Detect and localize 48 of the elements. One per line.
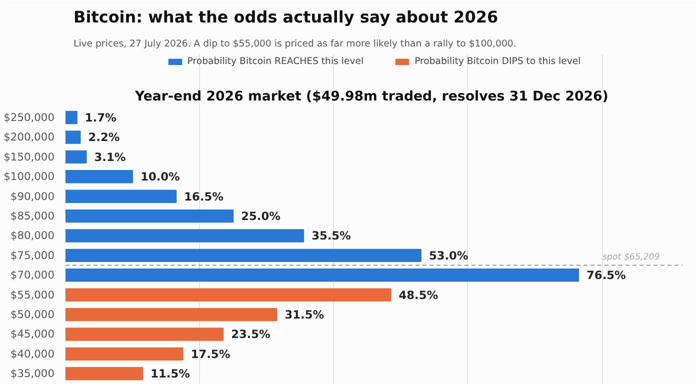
legend-label: Probability Bitcoin REACHES this level xyxy=(187,56,364,67)
bar xyxy=(66,367,144,380)
bar xyxy=(66,288,392,302)
data-label: 48.5% xyxy=(398,288,438,302)
data-label: 25.0% xyxy=(241,209,280,224)
bar xyxy=(66,268,580,282)
bar xyxy=(66,328,224,341)
bar xyxy=(66,150,87,164)
bar xyxy=(66,130,81,144)
bar xyxy=(66,190,177,203)
y-tick-label: $80,000 xyxy=(10,229,55,242)
bar xyxy=(66,209,234,223)
y-tick-label: $35,000 xyxy=(10,367,55,380)
data-label: 76.5% xyxy=(586,268,626,282)
legend-label: Probability Bitcoin DIPS to this level xyxy=(414,56,581,67)
y-tick-label: $70,000 xyxy=(10,268,55,282)
y-tick-label: $50,000 xyxy=(10,308,55,322)
y-tick-label: $45,000 xyxy=(10,328,55,341)
chart-subtitle: Live prices, 27 July 2026. A dip to $55,000 is priced as far more likely than a rally to $100,000. xyxy=(74,38,516,50)
data-label: 3.1% xyxy=(94,150,126,164)
data-label: 10.0% xyxy=(140,170,180,184)
data-label: 23.5% xyxy=(231,327,270,342)
data-label: 11.5% xyxy=(150,366,190,381)
bar xyxy=(66,170,134,184)
data-label: 2.2% xyxy=(88,130,120,144)
data-label: 17.5% xyxy=(190,346,230,361)
y-tick-label: $75,000 xyxy=(10,248,55,262)
y-tick-label: $150,000 xyxy=(4,150,55,164)
chart-title: Bitcoin: what the odds actually say about 2026 xyxy=(74,8,498,26)
data-label: 1.7% xyxy=(84,110,116,125)
bar xyxy=(66,229,304,242)
text: Year-end 2026 market ($49.98m traded, resolves 31 Dec 2026) xyxy=(134,89,608,104)
y-tick-label: $100,000 xyxy=(4,170,55,184)
y-tick-label: $85,000 xyxy=(10,210,55,223)
bar xyxy=(66,110,78,124)
y-tick-label: $250,000 xyxy=(4,111,55,124)
ref-line-label: spot $65,209 xyxy=(602,252,660,262)
data-label: 35.5% xyxy=(312,228,351,243)
data-label: 16.5% xyxy=(184,189,224,204)
y-tick-label: $200,000 xyxy=(4,130,55,144)
y-tick-label: $40,000 xyxy=(10,347,55,360)
data-label: 31.5% xyxy=(284,308,324,322)
y-tick-label: $55,000 xyxy=(10,288,55,302)
data-label: 53.0% xyxy=(428,248,468,262)
bar xyxy=(66,308,278,322)
y-tick-label: $90,000 xyxy=(10,190,55,203)
bar xyxy=(66,248,422,262)
bar xyxy=(66,347,184,361)
